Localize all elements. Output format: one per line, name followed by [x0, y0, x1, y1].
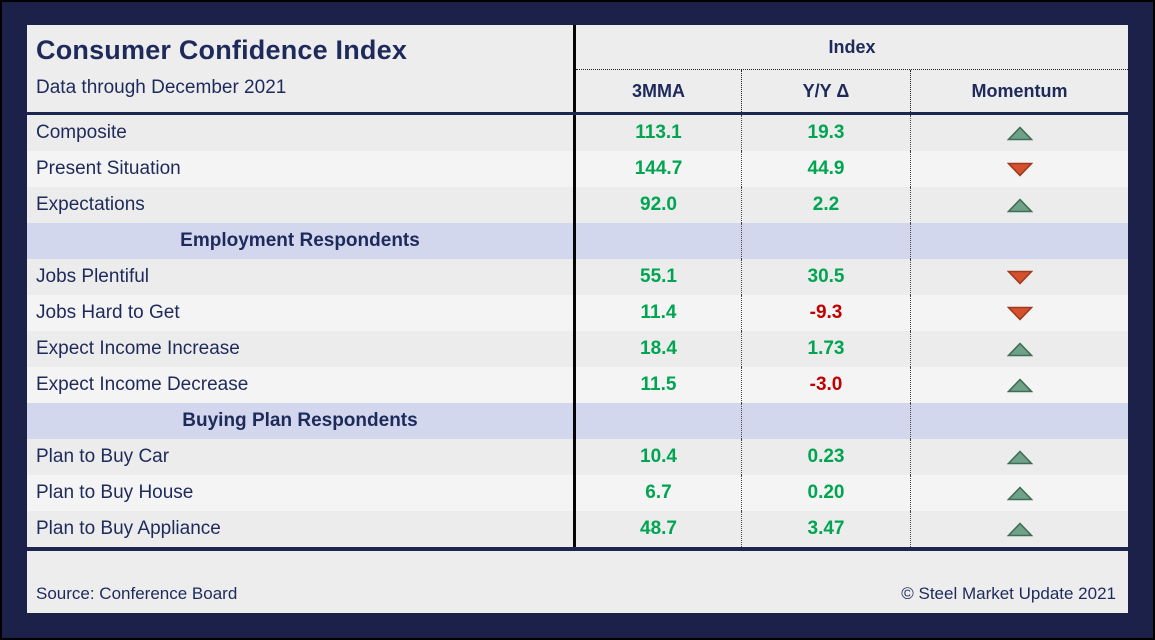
- momentum-cell: [910, 511, 1128, 547]
- table-row: Expect Income Increase 18.4 1.73: [27, 331, 1128, 367]
- yoy-value: 44.9: [741, 151, 910, 187]
- yoy-value: 19.3: [741, 115, 910, 151]
- yoy-value: 3.47: [741, 511, 910, 547]
- section-label: Employment Respondents: [27, 223, 576, 259]
- index-header-block: Index 3MMA Y/Y Δ Momentum: [576, 25, 1128, 112]
- table-row: Plan to Buy House 6.7 0.20: [27, 475, 1128, 511]
- momentum-up-icon: [1006, 125, 1033, 141]
- column-headers: 3MMA Y/Y Δ Momentum: [576, 70, 1128, 112]
- mma-value: 144.7: [634, 158, 683, 179]
- momentum-cell: [910, 115, 1128, 151]
- section-empty-momentum: [910, 223, 1128, 259]
- column-header-momentum: Momentum: [910, 70, 1128, 112]
- section-header-row: Employment Respondents: [27, 223, 1128, 259]
- row-label: Expectations: [27, 187, 576, 223]
- yoy-value: 1.73: [741, 331, 910, 367]
- table-row: Composite 113.1 19.3: [27, 115, 1128, 151]
- yoy-value: 0.20: [741, 475, 910, 511]
- mma-value: 10.4: [640, 446, 677, 467]
- momentum-down-icon: [1006, 162, 1033, 177]
- momentum-down-icon: [1006, 306, 1033, 321]
- page-title: Consumer Confidence Index: [36, 35, 408, 65]
- momentum-up-icon: [1006, 341, 1033, 357]
- momentum-cell: [910, 259, 1128, 295]
- momentum-up-icon: [1006, 449, 1033, 465]
- index-group-header: Index: [576, 25, 1128, 70]
- copyright-label: © Steel Market Update 2021: [901, 584, 1116, 603]
- table-row: Plan to Buy Car 10.4 0.23: [27, 439, 1128, 475]
- column-header-3mma: 3MMA: [632, 80, 685, 101]
- table-header: Consumer Confidence Index Data through D…: [27, 25, 1128, 115]
- footer-bar: Source: Conference Board © Steel Market …: [27, 551, 1128, 613]
- section-empty-mma: [576, 403, 741, 439]
- table-row: Plan to Buy Appliance 48.7 3.47: [27, 511, 1128, 547]
- column-header-yoy-delta: Y/Y Δ: [741, 70, 910, 112]
- mma-value: 113.1: [635, 122, 682, 143]
- section-empty-mma: [576, 223, 741, 259]
- mma-value: 11.4: [640, 302, 677, 323]
- mma-value: 6.7: [645, 482, 672, 503]
- source-label: Source: Conference Board: [36, 584, 238, 603]
- mma-value: 92.0: [640, 194, 677, 215]
- row-label: Composite: [27, 115, 576, 151]
- momentum-cell: [910, 295, 1128, 331]
- momentum-cell: [910, 151, 1128, 187]
- row-label: Plan to Buy House: [27, 475, 576, 511]
- table-row: Present Situation 144.7 44.9: [27, 151, 1128, 187]
- section-empty-yoy: [741, 403, 910, 439]
- section-header-row: Buying Plan Respondents: [27, 403, 1128, 439]
- yoy-value: -3.0: [741, 367, 910, 403]
- report-content: Consumer Confidence Index Data through D…: [27, 25, 1128, 613]
- momentum-cell: [910, 475, 1128, 511]
- momentum-cell: [910, 367, 1128, 403]
- momentum-cell: [910, 331, 1128, 367]
- row-label: Plan to Buy Appliance: [27, 511, 576, 547]
- yoy-value: 2.2: [741, 187, 910, 223]
- row-label: Present Situation: [27, 151, 576, 187]
- section-empty-momentum: [910, 403, 1128, 439]
- row-label: Jobs Plentiful: [27, 259, 576, 295]
- row-label: Jobs Hard to Get: [27, 295, 576, 331]
- row-label: Plan to Buy Car: [27, 439, 576, 475]
- table-row: Expect Income Decrease 11.5 -3.0: [27, 367, 1128, 403]
- mma-value: 48.7: [640, 518, 677, 539]
- table-body: Composite 113.1 19.3 Present Situation 1…: [27, 115, 1128, 551]
- momentum-cell: [910, 187, 1128, 223]
- momentum-up-icon: [1006, 521, 1033, 537]
- yoy-value: 0.23: [741, 439, 910, 475]
- table-row: Jobs Hard to Get 11.4 -9.3: [27, 295, 1128, 331]
- momentum-up-icon: [1006, 197, 1033, 213]
- momentum-up-icon: [1006, 377, 1033, 393]
- table-row: Jobs Plentiful 55.1 30.5: [27, 259, 1128, 295]
- table-row: Expectations 92.0 2.2: [27, 187, 1128, 223]
- momentum-up-icon: [1006, 485, 1033, 501]
- row-label: Expect Income Decrease: [27, 367, 576, 403]
- momentum-down-icon: [1006, 270, 1033, 285]
- momentum-cell: [910, 439, 1128, 475]
- section-label: Buying Plan Respondents: [27, 403, 576, 439]
- yoy-value: -9.3: [741, 295, 910, 331]
- data-through-subtitle: Data through December 2021: [36, 77, 287, 98]
- yoy-value: 30.5: [741, 259, 910, 295]
- section-empty-yoy: [741, 223, 910, 259]
- mma-value: 18.4: [640, 338, 677, 359]
- title-block: Consumer Confidence Index Data through D…: [27, 25, 576, 112]
- mma-value: 55.1: [640, 266, 677, 287]
- row-label: Expect Income Increase: [27, 331, 576, 367]
- mma-value: 11.5: [640, 374, 677, 395]
